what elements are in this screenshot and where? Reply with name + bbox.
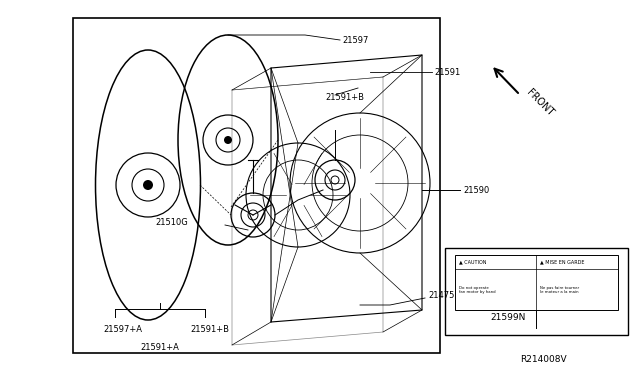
Circle shape <box>224 136 232 144</box>
Text: 21590: 21590 <box>463 186 489 195</box>
Text: Ne pas faire tourner
le moteur a la main: Ne pas faire tourner le moteur a la main <box>540 286 579 294</box>
Text: 21591+B: 21591+B <box>190 326 229 334</box>
Text: ▲ MISE EN GARDE: ▲ MISE EN GARDE <box>540 260 584 264</box>
Text: 21597: 21597 <box>342 35 369 45</box>
Text: 21591+A: 21591+A <box>140 343 179 353</box>
Bar <box>73 18 440 353</box>
Text: 21475: 21475 <box>428 291 454 299</box>
Text: 21591+B: 21591+B <box>325 93 364 102</box>
Text: 21591: 21591 <box>434 67 460 77</box>
Bar <box>455 255 618 310</box>
Text: 21510G: 21510G <box>155 218 188 227</box>
Bar <box>445 248 628 335</box>
Text: 21599N: 21599N <box>490 312 525 321</box>
Text: ▲ CAUTION: ▲ CAUTION <box>459 260 486 264</box>
Circle shape <box>143 180 153 190</box>
Text: R214008V: R214008V <box>520 356 566 365</box>
Text: FRONT: FRONT <box>525 87 556 118</box>
Text: 21597+A: 21597+A <box>103 326 142 334</box>
Text: Do not operate
fan motor by hand: Do not operate fan motor by hand <box>459 286 495 294</box>
